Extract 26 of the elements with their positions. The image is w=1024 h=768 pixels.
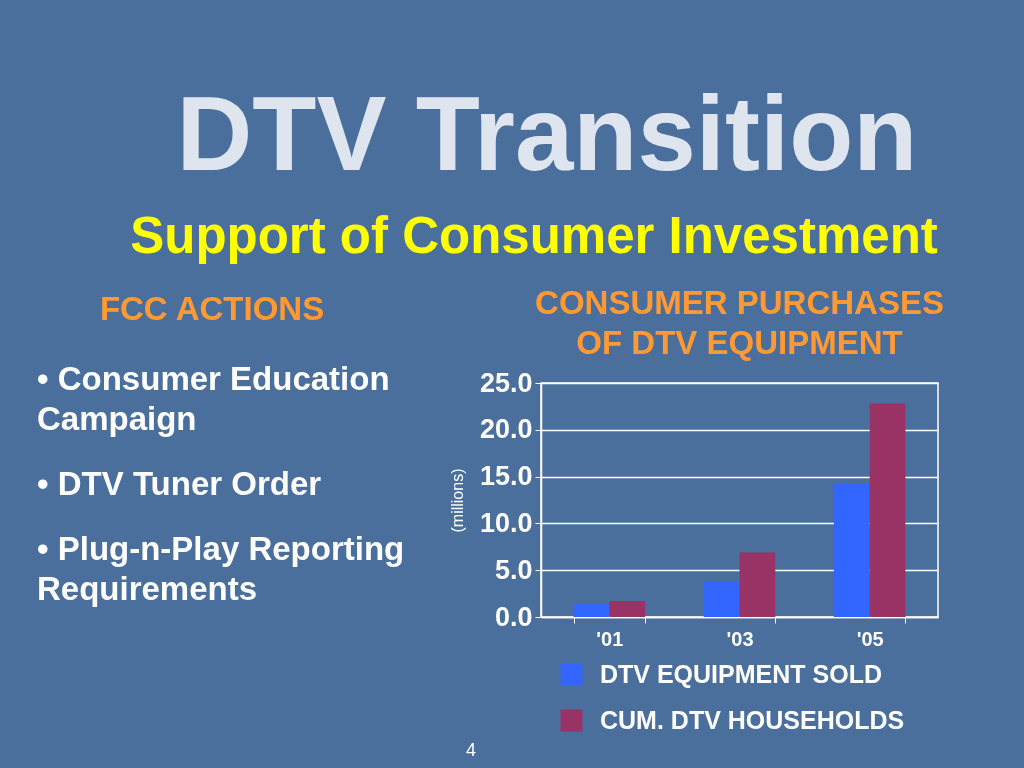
text: DTV Transition bbox=[176, 75, 918, 192]
text: • DTV Tuner Order bbox=[37, 465, 322, 502]
text: FCC ACTIONS bbox=[99, 290, 325, 327]
x-tick-label: '05 bbox=[856, 627, 884, 650]
text: 4 bbox=[465, 740, 477, 760]
text: Support of Consumer Investment bbox=[130, 207, 938, 264]
y-tick-label: 5.0 bbox=[494, 554, 533, 585]
chart-title: CONSUMER PURCHASES OF DTV EQUIPMENT bbox=[535, 284, 944, 361]
text: • Consumer Education Campaign bbox=[37, 360, 390, 437]
legend-label: DTV EQUIPMENT SOLD bbox=[600, 659, 882, 688]
bar bbox=[609, 601, 646, 617]
y-tick-label: 15.0 bbox=[479, 461, 533, 492]
bar bbox=[869, 403, 906, 617]
bar bbox=[833, 484, 870, 617]
y-axis-title: (millions) bbox=[448, 468, 466, 533]
legend-label: CUM. DTV HOUSEHOLDS bbox=[600, 705, 905, 734]
x-tick-label: '01 bbox=[596, 627, 624, 650]
y-tick-label: 0.0 bbox=[494, 601, 533, 632]
y-tick-label: 20.0 bbox=[479, 414, 533, 445]
y-tick-label: 10.0 bbox=[479, 507, 533, 538]
bar bbox=[573, 603, 610, 617]
bar bbox=[739, 552, 776, 617]
x-tick-label: '03 bbox=[726, 627, 754, 650]
bar bbox=[703, 581, 740, 617]
text: • Plug-n-Play Reporting Requirements bbox=[37, 530, 405, 607]
y-tick-label: 25.0 bbox=[479, 367, 533, 398]
